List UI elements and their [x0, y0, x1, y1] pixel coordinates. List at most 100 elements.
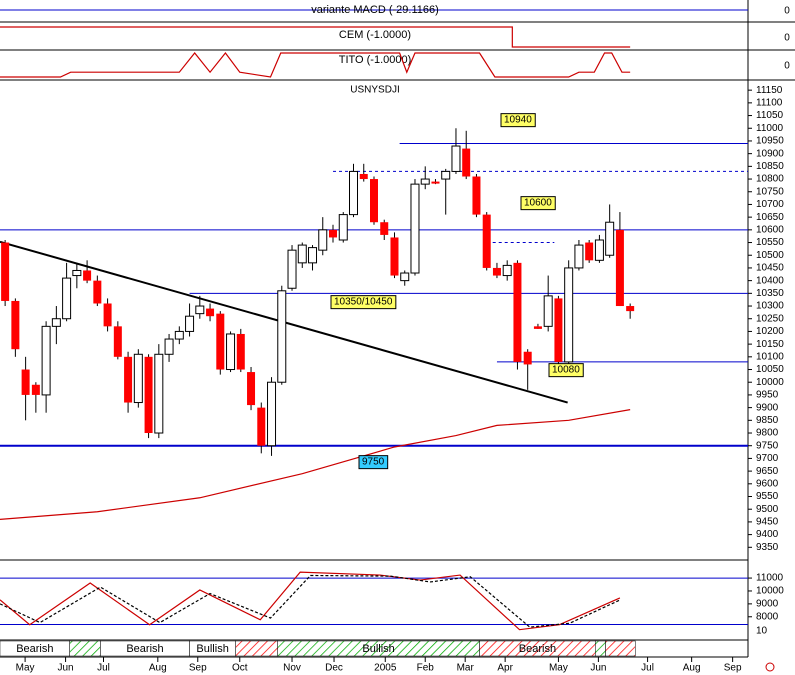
candle-body: [369, 179, 378, 223]
y-tick-label: 10050: [756, 364, 784, 375]
candle-body: [41, 325, 51, 396]
regime-label: Bearish: [519, 643, 556, 655]
y-tick-label: 11050: [756, 110, 784, 121]
candle-body: [338, 214, 348, 241]
y-tick-label: 10100: [756, 351, 784, 362]
y-tick-label: 10000: [756, 377, 784, 388]
y-tick-label: 10300: [756, 301, 784, 312]
x-tick-label: May: [16, 663, 35, 674]
regime-label: Bullish: [196, 643, 228, 655]
y-tick-label: 10550: [756, 237, 784, 248]
candle-body: [482, 214, 491, 268]
candle-body: [564, 267, 574, 363]
y-tick-label: 9800: [756, 428, 779, 439]
candle-body: [247, 372, 256, 406]
candle-body: [206, 308, 215, 317]
y-tick-label: 9900: [756, 402, 779, 413]
candle-body: [400, 272, 410, 282]
candle-body: [51, 318, 61, 327]
y-tick-label: 9350: [756, 542, 779, 553]
candle-body: [124, 356, 133, 403]
candle-body: [297, 244, 307, 264]
x-tick-label: Apr: [497, 663, 513, 674]
level-label: 10080: [552, 365, 580, 376]
regime-band: [605, 640, 636, 657]
y-tick-label: 11150: [756, 85, 783, 96]
candle-body: [513, 262, 522, 362]
candle-body: [83, 270, 92, 281]
y-tick-label: 10750: [756, 186, 784, 197]
y-tick-label: 10500: [756, 250, 784, 261]
regime-label: Bearish: [126, 643, 163, 655]
candle-body: [308, 247, 318, 264]
candle-body: [574, 244, 584, 269]
candle-body: [554, 298, 563, 362]
x-tick-label: Sep: [724, 663, 742, 674]
regime-band: [595, 640, 606, 657]
tito-label: TITO (-1.0000): [339, 54, 412, 66]
level-label: 10940: [504, 115, 532, 126]
regime-band: [69, 640, 101, 657]
x-tick-label: Sep: [189, 663, 207, 674]
osc-note: 10: [756, 626, 768, 637]
candle-body: [492, 267, 501, 276]
osc-tick-label: 10000: [756, 586, 784, 597]
candle-body: [133, 353, 143, 404]
y-tick-label: 9700: [756, 453, 779, 464]
candle-body: [615, 229, 624, 307]
regime-label: Bullish: [362, 643, 394, 655]
x-tick-label: Jun: [58, 663, 74, 674]
level-label-box: [548, 363, 584, 378]
candle-body: [594, 239, 604, 261]
y-tick-label: 10350: [756, 288, 784, 299]
candle-body: [318, 229, 328, 251]
candle-body: [62, 277, 72, 320]
x-tick-label: May: [549, 663, 568, 674]
y-tick-label: 11100: [756, 97, 783, 108]
tito-line: [0, 52, 631, 78]
y-tick-label: 9550: [756, 491, 779, 502]
y-tick-label: 10650: [756, 212, 784, 223]
candle-body: [277, 290, 287, 383]
candle-body: [11, 300, 20, 350]
osc-tick-label: 11000: [756, 573, 784, 584]
y-tick-label: 10150: [756, 339, 784, 350]
chart-title: USNYSDJI: [350, 85, 399, 96]
cem-line: [0, 26, 631, 48]
candle-body: [195, 305, 205, 315]
y-tick-label: 9500: [756, 504, 779, 515]
candle-body: [226, 333, 236, 371]
regime-band: [235, 640, 278, 657]
osc-line: [0, 571, 621, 631]
level-label: 10350/10450: [334, 297, 393, 308]
x-tick-label: Oct: [232, 663, 248, 674]
y-tick-label: 10900: [756, 148, 784, 159]
candle-body: [329, 229, 338, 238]
x-tick-label: Jun: [590, 663, 606, 674]
candle-body: [1, 242, 10, 301]
y-tick-label: 9450: [756, 517, 779, 528]
x-tick-label: Aug: [683, 663, 701, 674]
panel-tick: 0: [784, 33, 790, 44]
candle-body: [113, 326, 122, 357]
level-label-box: [500, 113, 536, 128]
level-label-box: [330, 295, 397, 310]
candle-body: [216, 313, 225, 370]
candle-body: [502, 264, 512, 277]
level-label: 10600: [524, 198, 552, 209]
macd-label: variante MACD (-29.1166): [311, 4, 439, 16]
candle-body: [359, 173, 368, 180]
x-tick-label: Nov: [283, 663, 301, 674]
candle-body: [174, 330, 184, 340]
candle-body: [626, 306, 635, 312]
candle-body: [236, 333, 245, 370]
y-tick-label: 10700: [756, 199, 784, 210]
candle-body: [585, 242, 594, 261]
panel-tick: 0: [784, 6, 790, 17]
regime-label: Bearish: [16, 643, 53, 655]
moving-average: [0, 409, 631, 520]
candle-body: [390, 237, 399, 276]
candle-body: [431, 181, 440, 184]
y-tick-label: 9600: [756, 478, 779, 489]
